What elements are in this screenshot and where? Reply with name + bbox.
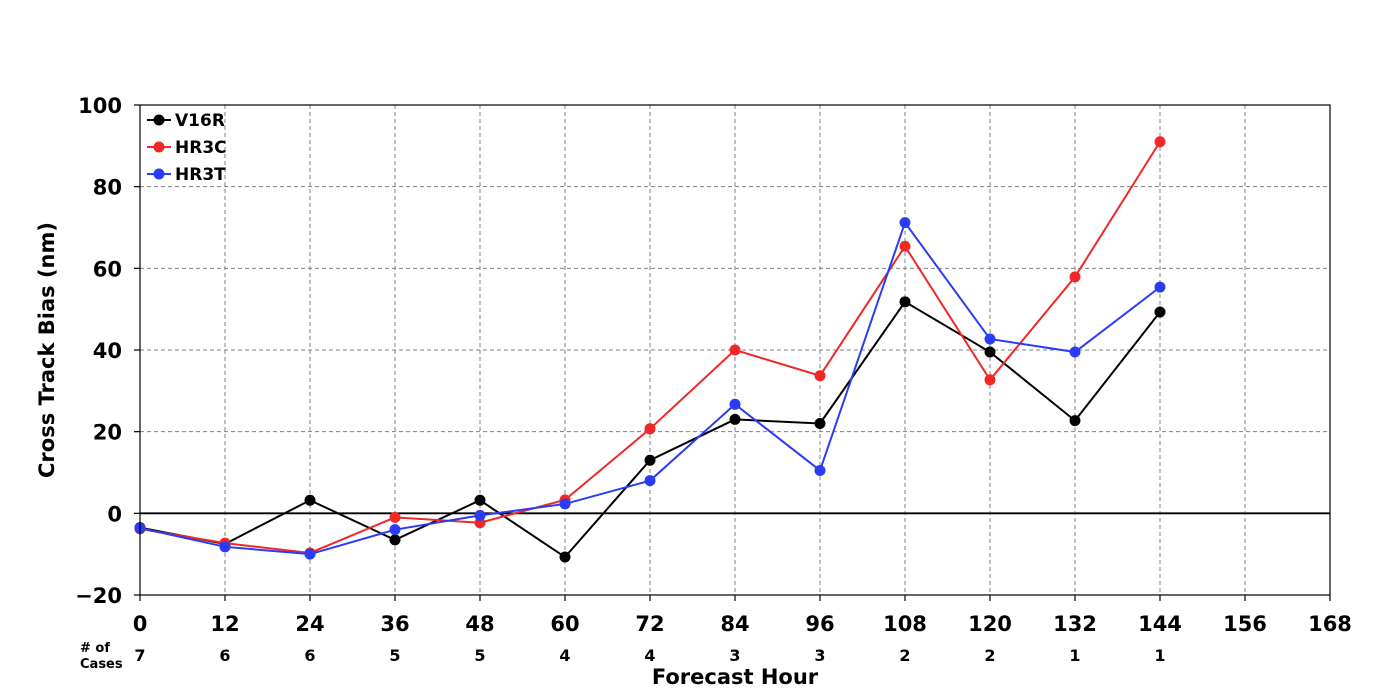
data-point-hr3t — [1154, 281, 1166, 293]
case-count: 1 — [1069, 646, 1080, 665]
y-tick-label: 80 — [93, 176, 122, 200]
data-point-hr3t — [304, 548, 316, 560]
data-point-hr3t — [729, 398, 741, 410]
data-point-v16r — [814, 418, 826, 429]
cases-label-line1: # of — [80, 641, 110, 656]
cases-label-line2: Cases — [80, 657, 123, 672]
x-tick-label: 24 — [295, 612, 324, 636]
data-point-v16r — [899, 296, 911, 308]
case-count: 2 — [984, 646, 995, 665]
data-point-hr3t — [899, 217, 911, 229]
y-tick-label: 100 — [78, 94, 122, 118]
data-point-hr3c — [729, 344, 741, 356]
legend-marker-hr3c — [153, 141, 165, 153]
data-point-v16r — [644, 454, 656, 466]
data-point-hr3t — [559, 498, 571, 510]
x-tick-label: 12 — [210, 612, 239, 636]
x-tick-label: 132 — [1053, 612, 1097, 636]
data-point-hr3t — [644, 475, 656, 487]
case-count: 6 — [304, 646, 315, 665]
x-tick-label: 84 — [720, 612, 749, 636]
data-point-hr3t — [389, 524, 401, 536]
legend-label-hr3c: HR3C — [175, 138, 227, 158]
x-tick-label: 0 — [133, 612, 148, 636]
case-count: 4 — [559, 646, 570, 665]
data-point-v16r — [729, 413, 741, 425]
data-point-hr3c — [1154, 136, 1166, 148]
x-tick-label: 72 — [635, 612, 664, 636]
y-tick-label: 20 — [93, 421, 122, 445]
x-tick-label: 168 — [1308, 612, 1352, 636]
data-point-v16r — [1154, 306, 1166, 318]
data-point-v16r — [559, 551, 571, 563]
data-point-hr3t — [984, 333, 996, 345]
legend-label-v16r: V16R — [175, 111, 225, 131]
data-point-hr3t — [814, 464, 826, 476]
data-point-v16r — [1069, 415, 1081, 427]
x-tick-label: 36 — [380, 612, 409, 636]
x-tick-label: 156 — [1223, 612, 1267, 636]
data-point-hr3t — [219, 541, 231, 553]
data-point-hr3c — [814, 370, 826, 382]
case-count: 7 — [134, 646, 145, 665]
data-point-v16r — [304, 494, 316, 506]
case-count: 5 — [474, 646, 485, 665]
case-count: 3 — [729, 646, 740, 665]
axis-ticks: 0 12 24 36 48 60 72 84 96 108 120 132 144 156 168 −20 0 2… — [75, 94, 1352, 636]
case-count: 2 — [899, 646, 910, 665]
x-tick-label: 108 — [883, 612, 927, 636]
legend-label-hr3t: HR3T — [175, 165, 226, 185]
data-point-hr3t — [1069, 346, 1081, 358]
legend: V16R HR3C HR3T — [147, 111, 227, 185]
case-count: 4 — [644, 646, 655, 665]
data-point-v16r — [474, 494, 486, 506]
data-point-hr3c — [899, 240, 911, 252]
data-point-hr3c — [984, 374, 996, 386]
y-tick-label: 0 — [107, 502, 122, 526]
y-tick-label: 60 — [93, 257, 122, 281]
data-point-v16r — [389, 534, 401, 546]
legend-marker-v16r — [153, 114, 165, 126]
case-count: 1 — [1154, 646, 1165, 665]
case-count: 6 — [219, 646, 230, 665]
x-tick-label: 96 — [805, 612, 834, 636]
case-count: 3 — [814, 646, 825, 665]
x-tick-label: 120 — [968, 612, 1012, 636]
y-tick-label: 40 — [93, 339, 122, 363]
x-axis-title: Forecast Hour — [652, 665, 819, 689]
data-point-hr3c — [644, 423, 656, 435]
data-point-hr3c — [1069, 271, 1081, 283]
data-point-hr3c — [389, 511, 401, 523]
y-tick-label: −20 — [75, 584, 122, 608]
series-group — [134, 136, 1166, 563]
legend-marker-hr3t — [153, 168, 165, 180]
y-axis-title: Cross Track Bias (nm) — [35, 222, 59, 478]
data-point-hr3t — [474, 509, 486, 521]
case-count: 5 — [389, 646, 400, 665]
x-tick-label: 60 — [550, 612, 579, 636]
data-point-v16r — [984, 346, 996, 358]
x-tick-label: 48 — [465, 612, 494, 636]
x-tick-label: 144 — [1138, 612, 1182, 636]
